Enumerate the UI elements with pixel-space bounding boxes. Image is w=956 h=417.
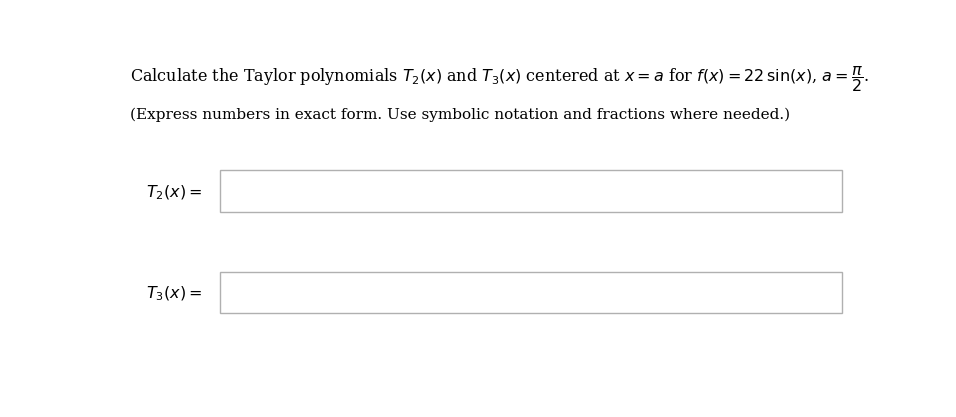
Text: $T_2(x) =$: $T_2(x) =$ [146, 184, 203, 202]
Text: (Express numbers in exact form. Use symbolic notation and fractions where needed: (Express numbers in exact form. Use symb… [130, 108, 790, 122]
Text: Calculate the Taylor polynomials $T_2(x)$ and $T_3(x)$ centered at $x = a$ for $: Calculate the Taylor polynomials $T_2(x)… [130, 65, 869, 95]
FancyBboxPatch shape [220, 271, 842, 313]
FancyBboxPatch shape [220, 171, 842, 212]
Text: $T_3(x) =$: $T_3(x) =$ [146, 285, 203, 303]
